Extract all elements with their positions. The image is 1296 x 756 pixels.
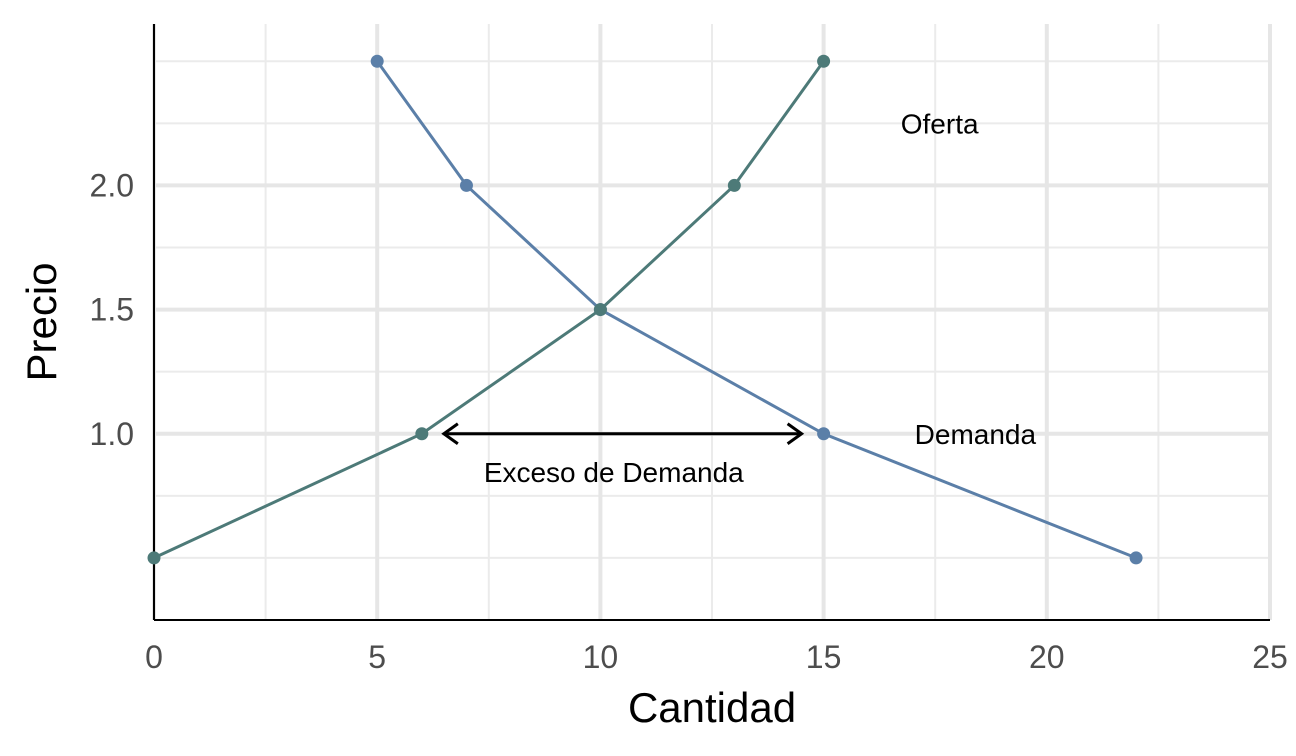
x-tick-label: 15 [806,639,842,675]
tick-labels: 0 5 10 15 20 25 1.0 1.5 2.0 [90,167,1288,675]
data-point-oferta [727,178,741,192]
grid-lines [152,24,1272,621]
data-points [147,54,1143,565]
data-point-oferta [147,551,161,565]
annotations: Oferta Demanda Exceso de Demanda [441,108,1037,488]
x-tick-label: 0 [145,639,163,675]
axes [153,24,1270,621]
data-point-oferta [817,54,831,68]
y-tick-label: 2.0 [90,167,134,203]
data-point-demanda [459,178,473,192]
annotation-exceso: Exceso de Demanda [484,457,744,488]
data-point-oferta [415,427,429,441]
data-point-demanda [817,427,831,441]
x-axis-title: Cantidad [628,684,796,731]
annotation-oferta: Oferta [901,108,979,139]
y-axis-title: Precio [18,262,65,381]
x-tick-label: 10 [583,639,619,675]
y-tick-label: 1.5 [90,292,134,328]
y-tick-label: 1.0 [90,416,134,452]
annotation-demanda: Demanda [915,419,1037,450]
data-point-oferta [593,303,607,317]
double-arrow-head-left [441,422,459,445]
data-point-demanda [370,54,384,68]
double-arrow-head-right [786,422,805,445]
x-tick-label: 20 [1029,639,1065,675]
data-point-demanda [1129,551,1143,565]
x-tick-label: 25 [1252,639,1288,675]
x-tick-label: 5 [368,639,386,675]
